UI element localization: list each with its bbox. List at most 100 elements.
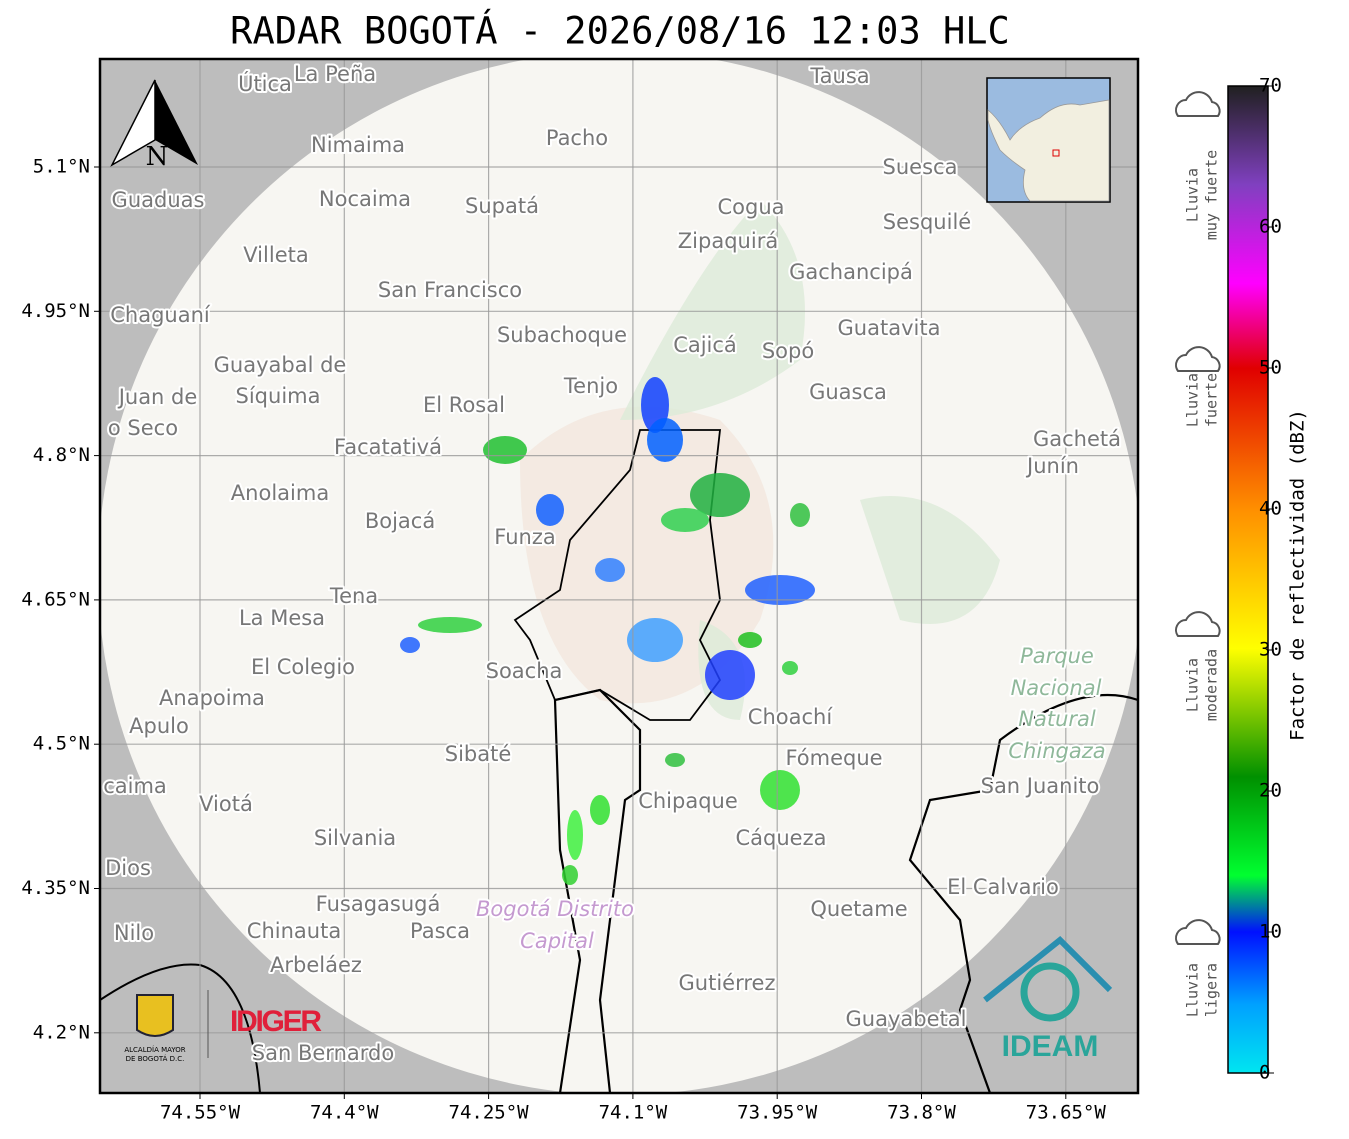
radar-echo [705,650,755,700]
place-label: Soacha [486,659,563,683]
legend-text: Lluvia [1184,658,1202,712]
lon-tick-label: 74.1°W [599,1102,668,1124]
place-label: Chinauta [247,919,341,943]
place-label: El Colegio [251,655,355,679]
place-label: El Calvario [947,875,1059,899]
north-arrow: N [110,79,198,172]
place-label: Villeta [243,243,308,267]
colorbar-tick-label: 30 [1259,639,1282,661]
place-label: Sopó [762,339,814,363]
place-label: Funza [494,525,555,549]
place-label: Sesquilé [883,210,971,234]
district-border [553,688,642,1093]
legend-text: ligera [1203,963,1221,1017]
lon-tick-label: 73.95°W [737,1102,818,1124]
bogota-shield [136,994,174,1037]
place-label: Pacho [546,126,608,150]
place-label: Guayabetal [846,1007,967,1031]
lon-tick-label: 73.65°W [1026,1102,1107,1124]
place-label: La Mesa [239,606,325,630]
place-label: Suesca [883,155,958,179]
place-label: Fómeque [785,746,882,770]
place-label: Nimaima [311,133,405,157]
place-label: Chipaque [638,789,738,813]
place-label: Choachí [748,705,834,729]
place-label: Útica [238,71,292,96]
department-border [908,693,1138,1093]
place-label: Síquima [236,384,321,408]
place-label: Silvania [314,826,396,850]
park-label: Chingaza [1008,739,1105,763]
colorbar-tick-label: 60 [1259,216,1282,238]
park-label: Parque [1020,644,1094,668]
place-label: Cáqueza [736,826,827,850]
vegetation [620,200,1000,720]
radar-echo [483,436,527,464]
colorbar-tick-label: 20 [1259,780,1282,802]
legend-text: fuerte [1203,373,1221,427]
place-label: Junín [1025,454,1079,478]
ideam-swirl [1020,962,1080,1022]
place-label: Supatá [465,194,539,218]
place-label: Guaduas [112,188,205,212]
legend-text: muy fuerte [1203,150,1221,240]
rain-icon [1175,919,1221,945]
district-label: Capital [520,929,594,953]
lat-tick-label: 4.35°N [21,877,90,899]
colorbar-tick-label: 40 [1259,498,1282,520]
radar-echo [562,865,578,885]
legend-text: Lluvia [1184,168,1202,222]
radar-echo [418,617,482,633]
place-label: Guatavita [838,316,941,340]
place-label: San Juanito [981,774,1100,798]
place-label: Zipaquirá [678,229,778,253]
place-label: Chaguaní [110,303,211,327]
lon-tick-label: 74.55°W [160,1102,241,1124]
radar-echo [595,558,625,582]
radar-echo [647,418,683,462]
ideam-roof [983,935,1113,1003]
alcaldia-text: ALCALDÍA MAYOR [124,1045,185,1054]
place-label: Guasca [809,380,887,404]
place-label: El Rosal [423,393,505,417]
place-label: Gachetá [1033,427,1121,451]
legend-text: Lluvia [1184,963,1202,1017]
idiger-text: IDIGER [230,1005,322,1038]
place-label: San Francisco [378,278,522,302]
place-label: Tenjo [563,374,618,398]
place-label: Fusagasugá [316,892,441,916]
radar-echo [536,494,564,526]
place-label: Nocaima [319,187,411,211]
title: RADAR BOGOTÁ - 2026/08/16 12:03 HLC [230,9,1010,53]
place-label: Facatativá [334,435,442,459]
place-label: La Peña [294,62,376,86]
radar-echo [760,770,800,810]
place-label: o Seco [108,416,178,440]
radar-echo [738,632,762,648]
place-label: Subachoque [497,323,627,347]
place-label: Gachancipá [789,260,913,284]
radar-echo [782,661,798,675]
ideam-text: IDEAM [1002,1030,1099,1063]
park-label: Natural [1018,707,1096,731]
colorbar-label: Factor de reflectividad (dBZ) [1287,409,1309,741]
park-label: Nacional [1011,676,1102,700]
radar-echo [400,637,420,653]
place-labels: Útica La Peña Tausa Pacho Nimaima Guaduas Noca… [101,60,1123,1067]
grid [100,59,1138,1093]
bogota-border [513,429,722,721]
place-label: Tena [329,584,378,608]
place-label: Arbeláez [270,953,362,977]
place-label: Guayabal de [214,353,347,377]
lat-tick-label: 5.1°N [33,156,90,178]
lon-tick-label: 73.8°W [887,1102,956,1124]
place-label: Sibaté [445,742,512,766]
radar-echo [567,810,583,860]
place-label: Pasca [410,919,470,943]
place-label: Anolaima [231,481,329,505]
north-label: N [146,142,169,172]
